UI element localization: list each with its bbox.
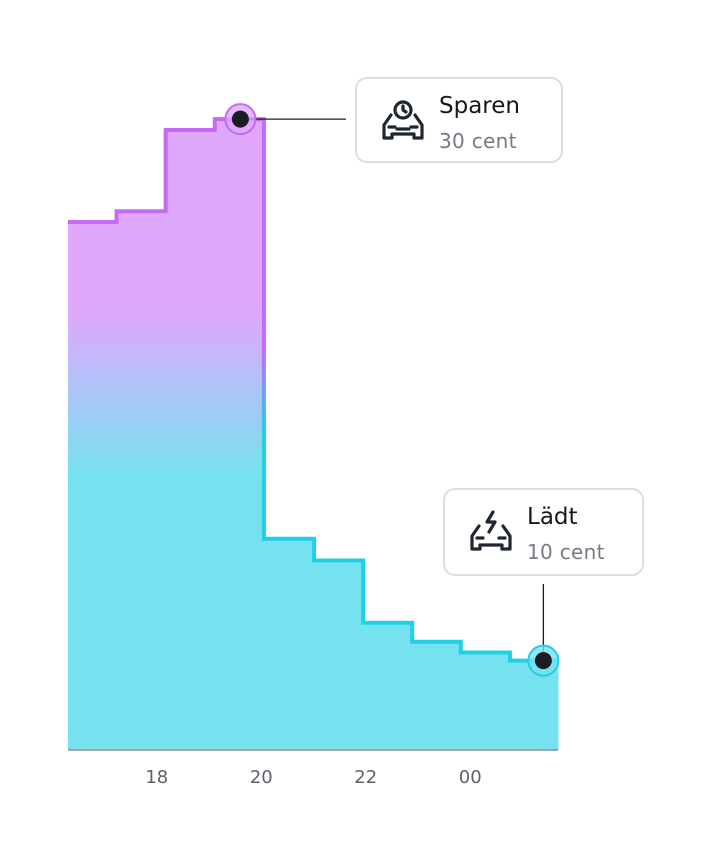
price-line	[68, 117, 558, 663]
step-bar	[116, 211, 167, 750]
car-clock-icon	[382, 100, 424, 140]
tooltip-laedt: Lädt 10 cent	[443, 488, 644, 576]
step-bar	[263, 538, 315, 750]
x-tick-label: 00	[459, 767, 482, 788]
tooltip-sparen: Sparen 30 cent	[355, 77, 563, 163]
step-bar	[165, 129, 216, 751]
step-bar	[214, 119, 265, 751]
marker-dot	[231, 110, 249, 128]
tooltip-title: Lädt	[527, 504, 578, 530]
tooltip-value: 30 cent	[439, 129, 517, 153]
marker-dot	[534, 652, 552, 670]
tooltip-title: Sparen	[439, 93, 520, 119]
car-charging-icon	[470, 510, 512, 551]
step-bar	[68, 222, 118, 750]
x-tick-label: 18	[145, 767, 168, 788]
step-bar	[314, 560, 364, 750]
step-bar	[460, 652, 511, 750]
x-tick-label: 22	[354, 767, 377, 788]
x-tick-label: 20	[250, 767, 273, 788]
step-bar	[412, 641, 462, 750]
step-bar	[363, 622, 413, 750]
step-bar	[509, 660, 559, 750]
tooltip-value: 10 cent	[527, 540, 605, 564]
